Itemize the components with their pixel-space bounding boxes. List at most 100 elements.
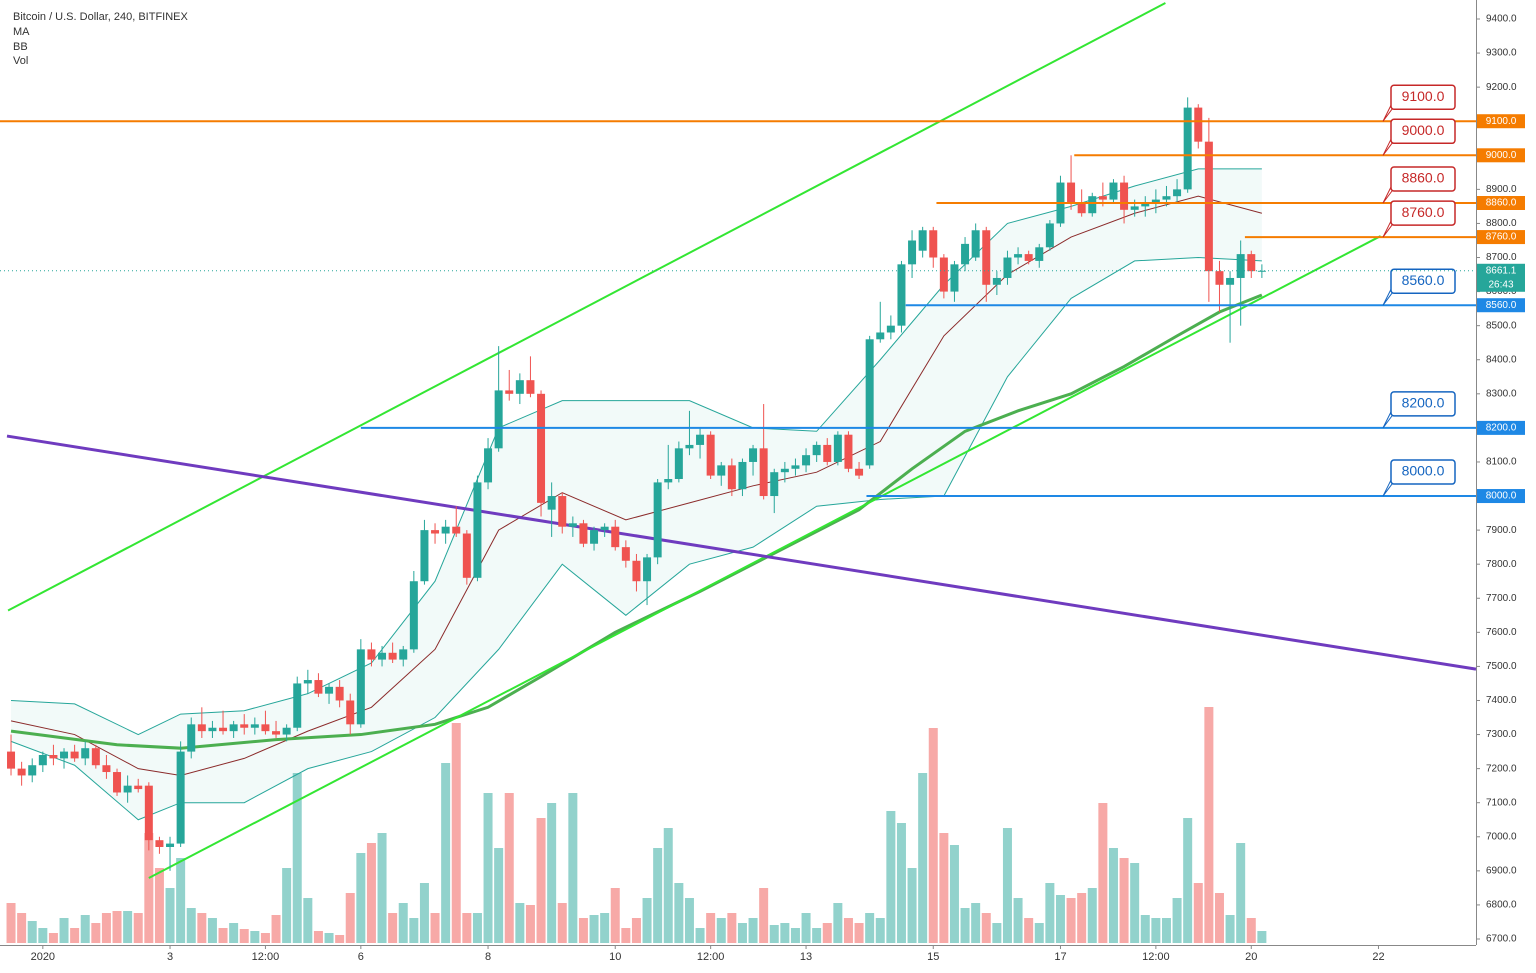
callout: 8760.0 — [1382, 200, 1456, 238]
y-tick-label: 6900.0 — [1486, 865, 1517, 876]
volume-bar — [610, 888, 620, 943]
volume-bar — [939, 833, 949, 943]
candle-body — [600, 526, 609, 531]
volume-bar — [1055, 895, 1065, 943]
candle-body — [802, 455, 811, 466]
price-tag-box — [1477, 196, 1525, 210]
volume-bar — [1204, 707, 1214, 943]
candle-body — [537, 393, 546, 503]
volume-bar — [557, 903, 567, 943]
volume-bar — [1002, 828, 1012, 943]
bb-fill — [11, 168, 1262, 820]
volume-bar — [896, 823, 906, 943]
volume-bar — [239, 929, 249, 943]
x-tick-label: 20 — [1245, 951, 1257, 963]
candle-body — [7, 751, 16, 769]
candle-body — [696, 434, 705, 445]
volume-bar — [653, 848, 663, 943]
candle-body — [632, 560, 641, 582]
candle-body — [293, 683, 302, 728]
volume-bar — [981, 913, 991, 943]
candle-body — [229, 724, 238, 732]
volume-bar — [812, 928, 822, 943]
volume-bar — [1066, 898, 1076, 943]
x-tick-label: 15 — [927, 951, 939, 963]
price-tag-box — [1477, 420, 1525, 435]
volume-bar — [1024, 918, 1034, 943]
candle-body — [886, 325, 895, 333]
volume-bar — [1119, 858, 1129, 943]
volume-bar — [144, 833, 154, 943]
candle-body — [1236, 254, 1245, 278]
callout-label: 8200.0 — [1402, 395, 1445, 411]
volume-bar — [70, 928, 80, 943]
volume-bar — [462, 913, 472, 943]
volume-bar — [165, 888, 175, 943]
candle-body — [409, 581, 418, 650]
candle-body — [473, 482, 482, 578]
candle-body — [28, 765, 37, 776]
price-tag-label: 8200.0 — [1486, 423, 1517, 434]
volume-bar — [186, 908, 196, 943]
candle-body — [378, 652, 387, 660]
candle-body — [770, 472, 779, 497]
volume-bar — [992, 923, 1002, 943]
volume-bar — [1225, 915, 1235, 943]
volume-bar — [822, 923, 832, 943]
price-tag-box — [1477, 489, 1525, 504]
candle-body — [791, 465, 800, 469]
volume-bar — [176, 858, 186, 943]
volume-bar — [218, 928, 228, 943]
volume-bar — [282, 868, 292, 943]
volume-bar — [409, 918, 419, 943]
volume-bar — [801, 913, 811, 943]
price-tag: 8200.0 — [1477, 420, 1525, 435]
candle-body — [515, 380, 524, 394]
candle-body — [1077, 203, 1086, 214]
candle-body — [462, 533, 471, 578]
callout-box — [1390, 166, 1456, 192]
volume-bar — [398, 903, 408, 943]
last-price-label: 8661.1 — [1486, 265, 1517, 276]
callout-label: 8560.0 — [1402, 272, 1445, 288]
candle-body — [685, 444, 694, 449]
candle-body — [1151, 199, 1160, 203]
candle-body — [897, 264, 906, 326]
candle-body — [505, 390, 514, 394]
volume-bar — [1151, 918, 1161, 943]
candle-body — [1247, 254, 1256, 272]
volume-bar — [451, 723, 461, 943]
y-tick-label: 7300.0 — [1486, 729, 1517, 740]
volume-bar — [1108, 848, 1118, 943]
candle-body — [367, 649, 376, 660]
candle-body — [123, 785, 132, 793]
x-tick-label: 22 — [1372, 951, 1384, 963]
volume-bar — [1045, 883, 1055, 943]
volume-bar — [1098, 803, 1108, 943]
candle-body — [939, 257, 948, 292]
candle-body — [102, 765, 111, 773]
volume-bar — [154, 868, 164, 943]
volume-bar — [589, 915, 599, 943]
callout-label: 8000.0 — [1402, 463, 1445, 479]
volume-bar — [684, 898, 694, 943]
y-tick-label: 7700.0 — [1486, 593, 1517, 604]
x-tick-label: 12:00 — [252, 951, 280, 963]
candle-body — [717, 465, 726, 476]
volume-bar — [695, 928, 705, 943]
price-tag: 8000.0 — [1477, 489, 1525, 504]
volume-bar — [960, 908, 970, 943]
candle-body — [303, 680, 312, 684]
candle-body — [812, 444, 821, 456]
candle-body — [579, 523, 588, 544]
candle-body — [166, 843, 175, 847]
volume-bar — [1140, 915, 1150, 943]
callout-box — [1390, 391, 1456, 417]
candle-body — [1130, 206, 1139, 210]
price-tag: 9000.0 — [1477, 148, 1525, 163]
candle-body — [1204, 141, 1213, 272]
volume-bar — [631, 918, 641, 943]
volume-bar — [91, 923, 101, 943]
candle-body — [611, 526, 620, 548]
